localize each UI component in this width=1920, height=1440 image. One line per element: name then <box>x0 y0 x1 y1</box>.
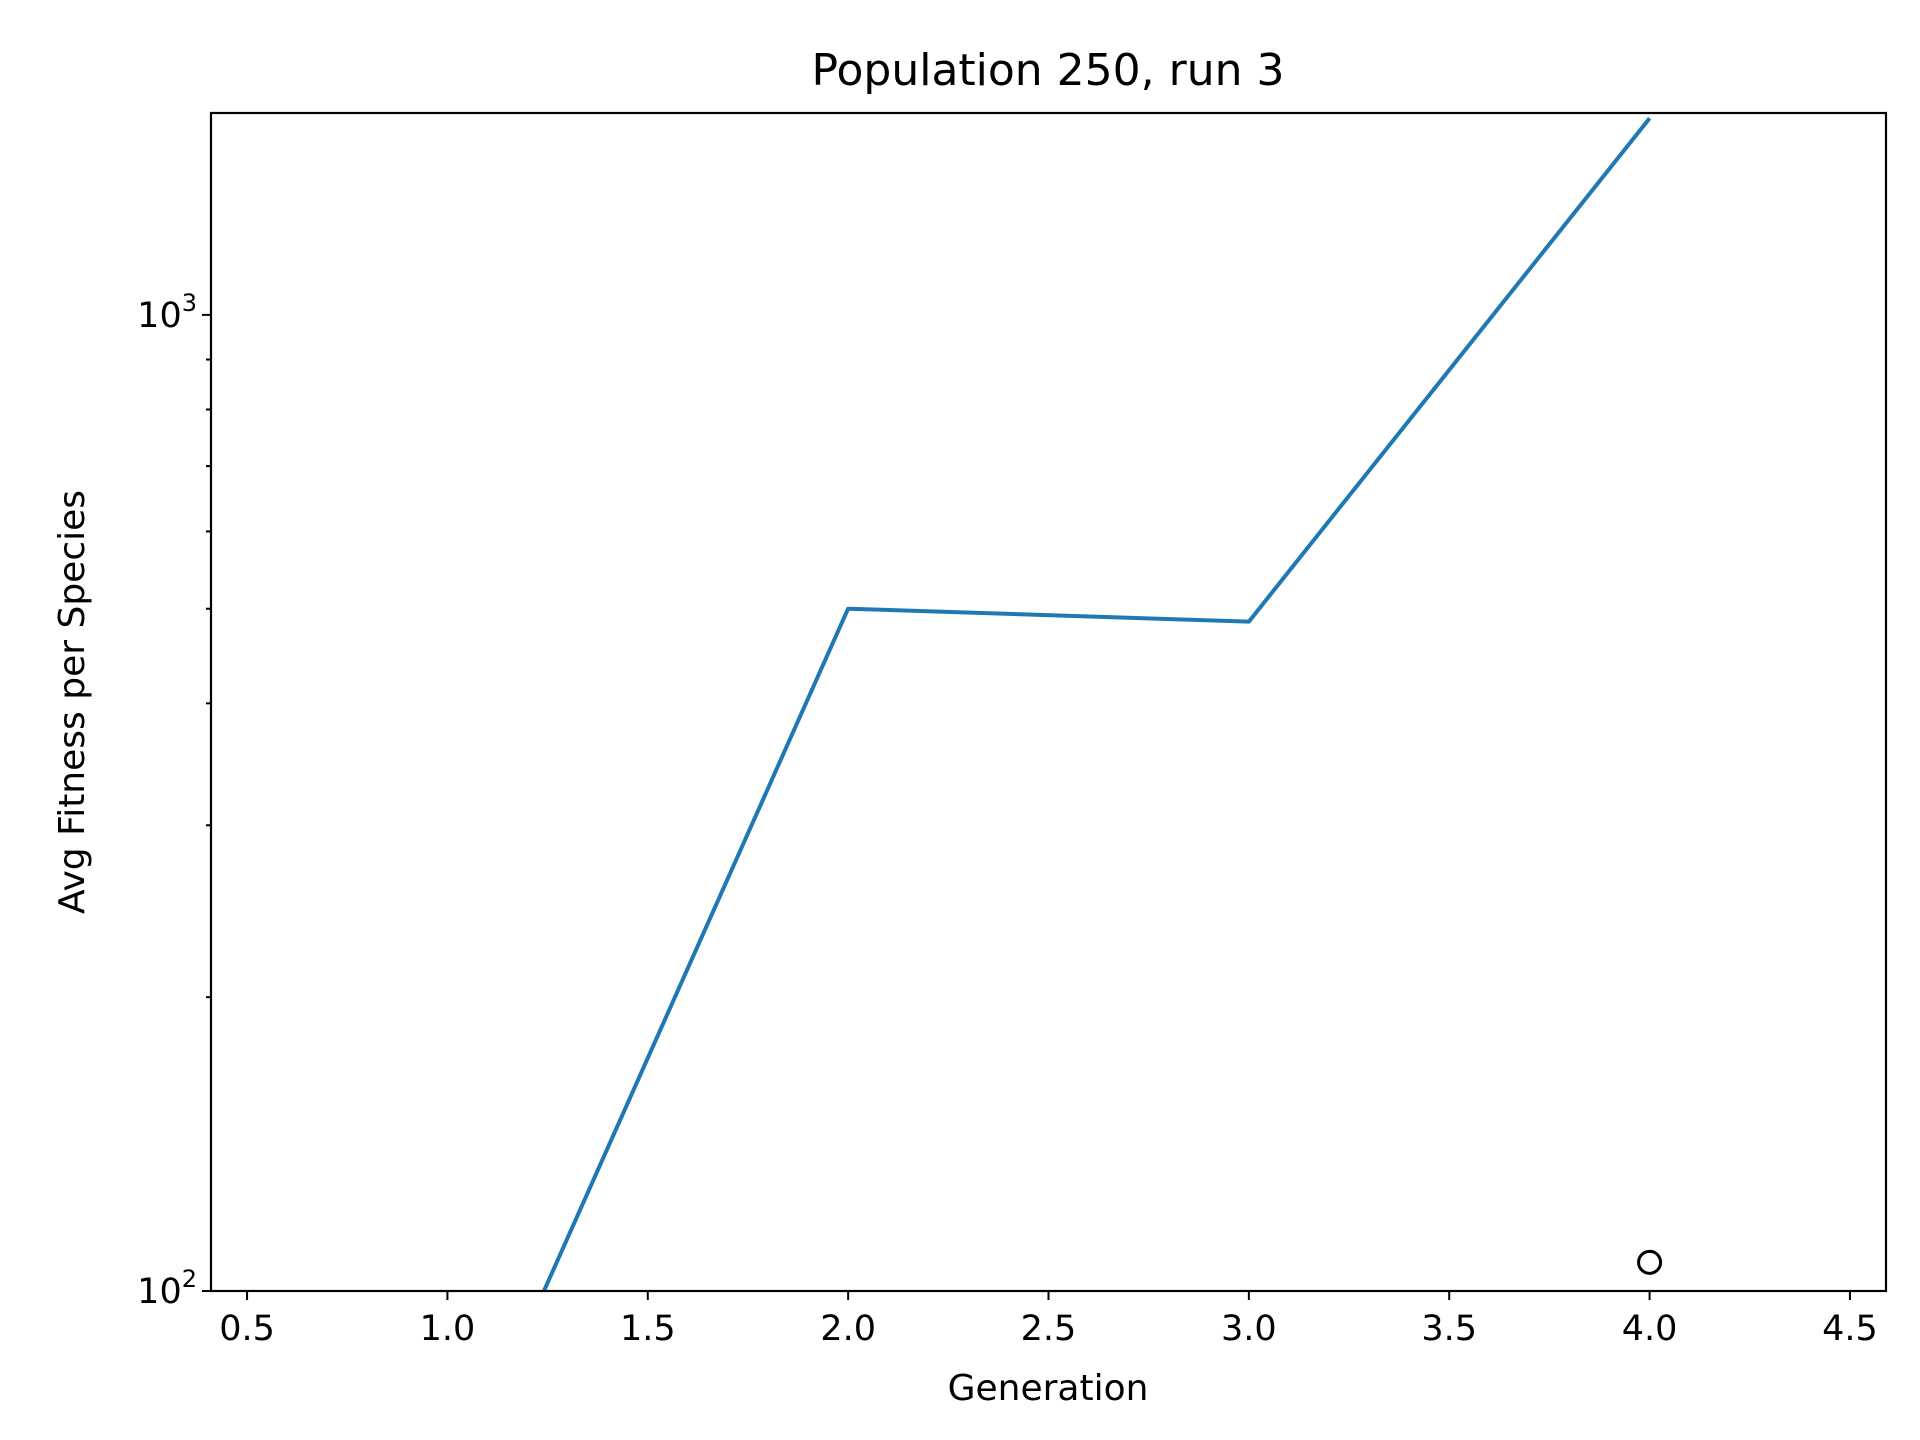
data-point-marker <box>1637 1249 1663 1275</box>
y-axis-label: Avg Fitness per Species <box>52 490 93 914</box>
y-tick-label: 102 <box>137 1265 197 1312</box>
x-tick-label: 4.5 <box>1822 1309 1878 1349</box>
x-tick-label: 1.0 <box>420 1309 476 1349</box>
x-tick-label: 0.5 <box>219 1309 275 1349</box>
y-axis: 102 103 <box>137 289 211 1312</box>
x-axis: 0.5 1.0 1.5 2.0 2.5 3.0 3.5 4.0 4.5 <box>219 1291 1878 1349</box>
chart-title: Population 250, run 3 <box>812 45 1285 96</box>
x-tick-label: 1.5 <box>620 1309 676 1349</box>
series-line <box>541 117 1652 1291</box>
y-tick-label: 103 <box>137 289 197 336</box>
x-tick-label: 3.0 <box>1221 1309 1277 1349</box>
x-axis-label: Generation <box>948 1368 1149 1409</box>
x-tick-label: 2.5 <box>1021 1309 1077 1349</box>
marker-layer <box>1637 1249 1663 1275</box>
series-layer <box>541 117 1652 1291</box>
x-tick-label: 3.5 <box>1421 1309 1477 1349</box>
x-tick-label: 2.0 <box>820 1309 876 1349</box>
x-tick-label: 4.0 <box>1622 1309 1678 1349</box>
